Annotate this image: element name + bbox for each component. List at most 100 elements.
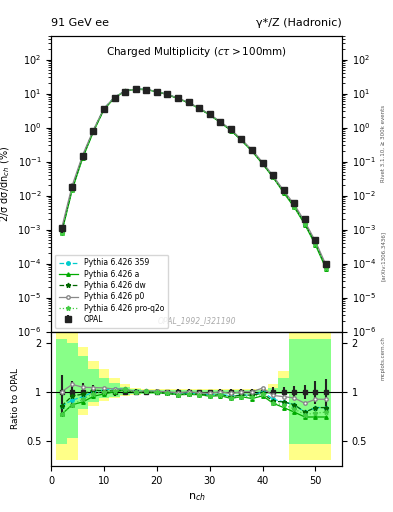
Pythia 6.426 a (250, 148, 254, 155)
Pythia 6.426 pro-q2o (59, 230, 64, 236)
Pythia 6.426 a (208, 112, 212, 118)
Line: Pythia 6.426 pro-q2o: Pythia 6.426 pro-q2o (59, 87, 329, 270)
Pythia 6.426 a (91, 129, 96, 135)
Pythia 6.426 p0 (70, 182, 75, 188)
Pythia 6.426 359 (81, 154, 85, 160)
Line: Pythia 6.426 dw: Pythia 6.426 dw (59, 87, 329, 269)
Line: Pythia 6.426 p0: Pythia 6.426 p0 (60, 88, 328, 267)
Pythia 6.426 p0 (303, 219, 307, 225)
Pythia 6.426 pro-q2o (218, 119, 223, 125)
Pythia 6.426 p0 (324, 262, 329, 268)
Pythia 6.426 dw (70, 185, 75, 191)
Pythia 6.426 359 (250, 147, 254, 154)
Pythia 6.426 dw (260, 160, 265, 166)
Pythia 6.426 pro-q2o (81, 154, 85, 160)
Pythia 6.426 dw (208, 112, 212, 118)
Pythia 6.426 p0 (165, 91, 170, 97)
Pythia 6.426 a (228, 127, 233, 134)
Pythia 6.426 a (102, 106, 107, 113)
Pythia 6.426 a (292, 204, 297, 210)
Pythia 6.426 dw (281, 188, 286, 195)
Pythia 6.426 359 (281, 188, 286, 195)
Pythia 6.426 359 (303, 221, 307, 227)
Pythia 6.426 p0 (186, 99, 191, 105)
Pythia 6.426 a (324, 266, 329, 272)
Pythia 6.426 p0 (208, 111, 212, 117)
Pythia 6.426 p0 (292, 201, 297, 207)
Pythia 6.426 359 (165, 92, 170, 98)
Pythia 6.426 a (218, 119, 223, 125)
Pythia 6.426 dw (186, 100, 191, 106)
Pythia 6.426 pro-q2o (260, 161, 265, 167)
Y-axis label: 2/σ dσ/dn$_{ch}$ (%): 2/σ dσ/dn$_{ch}$ (%) (0, 145, 12, 222)
Pythia 6.426 dw (197, 105, 202, 112)
Pythia 6.426 pro-q2o (133, 86, 138, 92)
Pythia 6.426 dw (239, 137, 244, 143)
Pythia 6.426 p0 (281, 187, 286, 194)
Pythia 6.426 a (133, 86, 138, 92)
Pythia 6.426 pro-q2o (186, 100, 191, 106)
Pythia 6.426 p0 (81, 152, 85, 158)
Pythia 6.426 dw (165, 92, 170, 98)
Pythia 6.426 a (271, 175, 275, 181)
Pythia 6.426 359 (59, 228, 64, 234)
Pythia 6.426 pro-q2o (208, 112, 212, 118)
Pythia 6.426 359 (91, 128, 96, 134)
Pythia 6.426 pro-q2o (112, 95, 117, 101)
Pythia 6.426 pro-q2o (165, 92, 170, 98)
Pythia 6.426 p0 (176, 95, 180, 101)
Pythia 6.426 a (59, 230, 64, 236)
Pythia 6.426 359 (154, 89, 159, 95)
Pythia 6.426 359 (292, 203, 297, 209)
Pythia 6.426 dw (133, 86, 138, 92)
Pythia 6.426 359 (271, 174, 275, 180)
Pythia 6.426 a (81, 155, 85, 161)
Pythia 6.426 p0 (102, 105, 107, 111)
Pythia 6.426 359 (186, 100, 191, 106)
Pythia 6.426 dw (112, 95, 117, 101)
Pythia 6.426 p0 (197, 105, 202, 111)
Pythia 6.426 pro-q2o (313, 241, 318, 247)
Y-axis label: Ratio to OPAL: Ratio to OPAL (11, 368, 20, 429)
Pythia 6.426 dw (250, 147, 254, 154)
Pythia 6.426 a (70, 186, 75, 193)
Pythia 6.426 pro-q2o (144, 87, 149, 93)
Pythia 6.426 dw (91, 127, 96, 134)
Pythia 6.426 p0 (133, 86, 138, 92)
Pythia 6.426 359 (133, 86, 138, 92)
Pythia 6.426 359 (176, 95, 180, 101)
Pythia 6.426 dw (271, 174, 275, 180)
Pythia 6.426 pro-q2o (154, 89, 159, 95)
Pythia 6.426 a (176, 95, 180, 101)
Pythia 6.426 359 (260, 160, 265, 166)
Pythia 6.426 dw (102, 106, 107, 112)
Pythia 6.426 a (165, 92, 170, 98)
Legend: Pythia 6.426 359, Pythia 6.426 a, Pythia 6.426 dw, Pythia 6.426 p0, Pythia 6.426: Pythia 6.426 359, Pythia 6.426 a, Pythia… (55, 254, 168, 328)
Pythia 6.426 pro-q2o (70, 186, 75, 193)
Pythia 6.426 pro-q2o (250, 148, 254, 154)
Pythia 6.426 pro-q2o (123, 88, 127, 94)
Pythia 6.426 359 (228, 127, 233, 133)
Pythia 6.426 359 (102, 105, 107, 112)
Pythia 6.426 p0 (313, 238, 318, 244)
X-axis label: n$_{ch}$: n$_{ch}$ (187, 491, 206, 503)
Pythia 6.426 p0 (271, 173, 275, 179)
Pythia 6.426 a (239, 137, 244, 143)
Pythia 6.426 pro-q2o (228, 127, 233, 134)
Pythia 6.426 dw (176, 95, 180, 101)
Pythia 6.426 359 (218, 119, 223, 125)
Pythia 6.426 359 (112, 94, 117, 100)
Pythia 6.426 p0 (144, 87, 149, 93)
Pythia 6.426 a (313, 242, 318, 248)
Pythia 6.426 pro-q2o (292, 204, 297, 210)
Pythia 6.426 dw (313, 240, 318, 246)
Pythia 6.426 p0 (112, 94, 117, 100)
Pythia 6.426 a (112, 95, 117, 101)
Pythia 6.426 359 (324, 264, 329, 270)
Text: [arXiv:1306.3436]: [arXiv:1306.3436] (381, 231, 386, 281)
Pythia 6.426 p0 (250, 147, 254, 153)
Text: Charged Multiplicity $(c\tau > 100\mathrm{mm})$: Charged Multiplicity $(c\tau > 100\mathr… (106, 45, 287, 59)
Pythia 6.426 dw (59, 228, 64, 234)
Pythia 6.426 a (281, 190, 286, 196)
Pythia 6.426 dw (154, 89, 159, 95)
